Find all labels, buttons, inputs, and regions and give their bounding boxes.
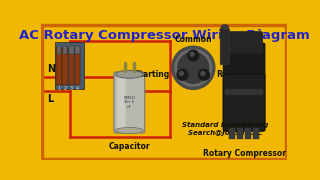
FancyBboxPatch shape [223, 43, 265, 131]
Ellipse shape [116, 71, 143, 78]
FancyBboxPatch shape [68, 48, 74, 85]
Text: Common: Common [174, 35, 212, 44]
FancyBboxPatch shape [253, 128, 260, 139]
Text: Rotary Compressor: Rotary Compressor [203, 149, 285, 158]
Text: 3: 3 [70, 86, 73, 91]
Circle shape [172, 46, 215, 89]
Circle shape [199, 69, 209, 80]
FancyBboxPatch shape [225, 89, 263, 95]
Text: L: L [47, 94, 53, 104]
FancyBboxPatch shape [55, 42, 84, 89]
Ellipse shape [221, 25, 229, 29]
Text: Starting: Starting [135, 70, 170, 79]
FancyBboxPatch shape [62, 48, 68, 85]
Text: 2: 2 [63, 86, 67, 91]
FancyBboxPatch shape [237, 128, 243, 139]
FancyBboxPatch shape [75, 48, 80, 85]
FancyBboxPatch shape [56, 48, 61, 85]
Text: Standard Engineering: Standard Engineering [182, 122, 269, 128]
Text: Running: Running [216, 70, 252, 79]
FancyBboxPatch shape [57, 46, 61, 54]
Text: 1: 1 [57, 86, 60, 91]
Text: N: N [47, 64, 55, 74]
FancyBboxPatch shape [223, 74, 265, 131]
FancyBboxPatch shape [117, 75, 125, 130]
Text: BMED
45+5
uF: BMED 45+5 uF [123, 96, 135, 109]
Circle shape [175, 50, 212, 86]
FancyBboxPatch shape [75, 46, 80, 54]
Circle shape [188, 50, 199, 61]
FancyBboxPatch shape [229, 128, 235, 139]
Text: AC Rotary Compressor Wiring Diagram: AC Rotary Compressor Wiring Diagram [19, 29, 309, 42]
Text: Search@Jotish RAC: Search@Jotish RAC [188, 129, 263, 136]
Ellipse shape [116, 127, 143, 134]
Circle shape [201, 72, 205, 75]
FancyBboxPatch shape [220, 28, 229, 65]
Circle shape [177, 69, 188, 80]
FancyBboxPatch shape [226, 32, 262, 54]
FancyBboxPatch shape [69, 46, 74, 54]
FancyBboxPatch shape [63, 46, 68, 54]
Circle shape [180, 72, 183, 75]
FancyBboxPatch shape [114, 72, 145, 133]
Text: Capacitor: Capacitor [108, 142, 150, 151]
Circle shape [190, 52, 194, 56]
Text: 4: 4 [76, 86, 79, 91]
Circle shape [178, 52, 209, 83]
FancyBboxPatch shape [245, 128, 251, 139]
